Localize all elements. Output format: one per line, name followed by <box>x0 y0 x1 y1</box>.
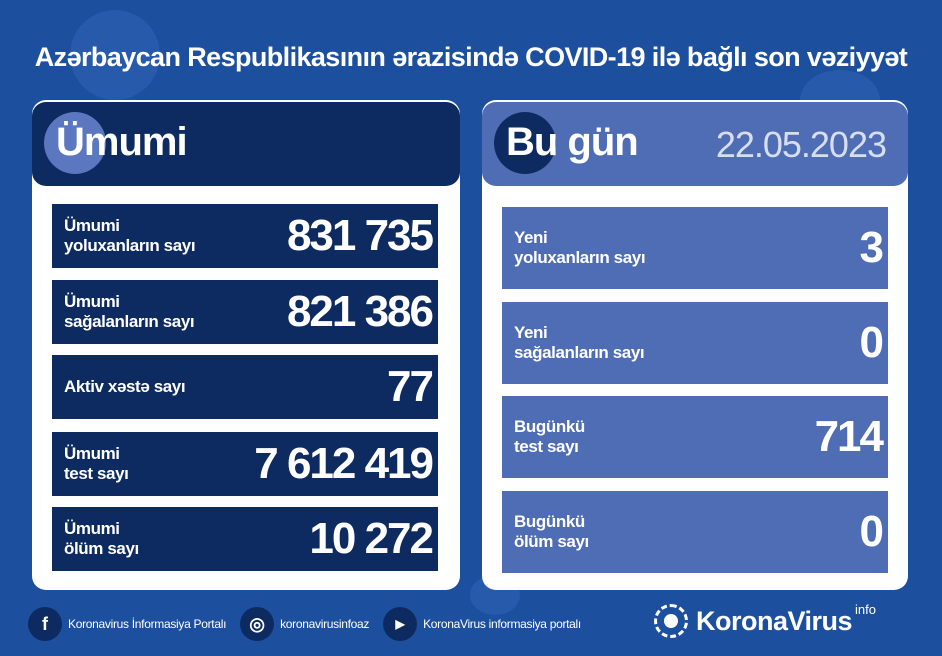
stat-value: 0 <box>859 507 885 556</box>
sun-icon <box>654 604 688 638</box>
stat-row: Bugünkü test sayı 714 <box>502 396 888 478</box>
stat-value: 714 <box>814 412 884 461</box>
today-header: Bu gün 22.05.2023 <box>482 102 908 186</box>
today-heading: Bu gün <box>506 120 639 164</box>
stat-value: 0 <box>859 318 885 367</box>
stat-value: 3 <box>859 223 885 272</box>
stat-label: Ümumi yoluxanların sayı <box>64 216 196 255</box>
youtube-link[interactable]: ▶ KoronaVirus informasiya portalı <box>383 607 581 641</box>
virus-decoration <box>70 10 160 100</box>
stat-value: 7 612 419 <box>254 439 434 488</box>
total-panel: Ümumi Ümumi yoluxanların sayı 831 735 Ümumi… <box>32 100 460 590</box>
today-panel: Bu gün 22.05.2023 Yeni yoluxanların sayı 3… <box>482 100 908 590</box>
stat-label: Yeni sağalanların sayı <box>514 323 645 362</box>
instagram-icon: ◎ <box>240 607 275 641</box>
stat-label: Bugünkü test sayı <box>514 417 585 456</box>
virus-icon <box>44 112 106 174</box>
stat-label: Ümumi sağalanların sayı <box>64 292 195 331</box>
stat-label: Ümumi ölüm sayı <box>64 519 139 558</box>
stat-row: Yeni sağalanların sayı 0 <box>502 302 888 384</box>
stat-value: 77 <box>387 362 434 411</box>
stat-label: Bugünkü ölüm sayı <box>514 512 589 551</box>
koronavirus-logo: KoronaVirus info <box>654 602 876 638</box>
today-date: 22.05.2023 <box>715 124 887 165</box>
facebook-icon: f <box>28 607 62 641</box>
stat-label: Aktiv xəstə sayı <box>64 377 186 396</box>
stat-value: 10 272 <box>309 514 434 563</box>
stat-row: Ümumi ölüm sayı 10 272 <box>52 507 438 571</box>
stat-row: Yeni yoluxanların sayı 3 <box>502 207 888 289</box>
stat-row: Ümumi yoluxanların sayı 831 735 <box>52 204 438 268</box>
stat-row: Aktiv xəstə sayı 77 <box>52 355 438 419</box>
total-heading: Ümumi <box>56 120 188 164</box>
stat-value: 831 735 <box>286 211 434 260</box>
stat-label: Yeni yoluxanların sayı <box>514 228 646 267</box>
instagram-link[interactable]: ◎ koronavirusinfoaz <box>240 607 369 641</box>
facebook-link[interactable]: f Koronavirus İnformasiya Portalı <box>28 607 226 641</box>
stat-label: Ümumi test sayı <box>64 444 129 483</box>
footer: f Koronavirus İnformasiya Portalı ◎ korona… <box>28 604 595 644</box>
stat-row: Bugünkü ölüm sayı 0 <box>502 491 888 573</box>
youtube-icon: ▶ <box>383 607 418 641</box>
page-title: Azərbaycan Respublikasının ərazisində CO… <box>34 42 908 72</box>
stat-row: Ümumi test sayı 7 612 419 <box>52 432 438 496</box>
virus-icon <box>494 112 556 174</box>
stat-row: Ümumi sağalanların sayı 821 386 <box>52 280 438 344</box>
stat-value: 821 386 <box>286 287 434 336</box>
total-header: Ümumi <box>32 102 460 186</box>
